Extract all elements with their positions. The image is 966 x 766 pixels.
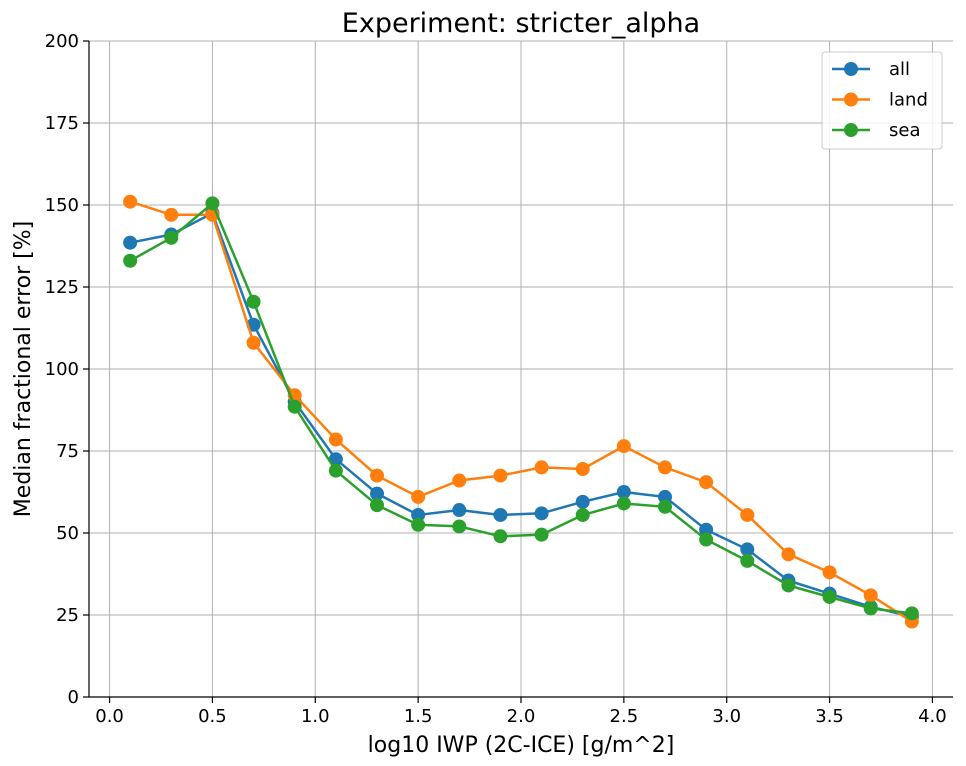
data-point-land xyxy=(246,335,261,350)
data-point-land xyxy=(370,468,384,483)
x-tick-label: 1.5 xyxy=(404,706,433,727)
x-tick-label: 0.5 xyxy=(198,706,227,727)
y-tick-label: 75 xyxy=(56,441,79,462)
data-point-all xyxy=(411,507,426,522)
data-point-sea xyxy=(452,519,467,534)
data-point-land xyxy=(781,547,796,562)
data-point-land xyxy=(616,439,631,454)
data-point-sea xyxy=(616,496,631,511)
series-sea xyxy=(123,196,919,621)
data-point-all xyxy=(575,494,590,509)
y-tick-label: 150 xyxy=(45,195,79,216)
data-point-all xyxy=(616,485,631,499)
y-tick-label: 25 xyxy=(56,605,79,626)
y-tick-label: 100 xyxy=(45,359,79,380)
legend: all land sea xyxy=(821,51,943,150)
data-point-sea xyxy=(287,399,302,414)
data-point-land xyxy=(493,468,508,483)
data-point-land xyxy=(328,432,343,447)
series-land xyxy=(123,194,919,629)
data-point-sea xyxy=(534,527,549,542)
y-tick-label: 0 xyxy=(68,687,79,708)
data-point-sea xyxy=(575,507,590,522)
data-point-sea xyxy=(328,463,343,478)
y-tick-label: 200 xyxy=(45,31,79,52)
series-layer xyxy=(123,194,919,629)
data-point-land xyxy=(822,565,837,580)
x-tick-label: 2.0 xyxy=(507,706,536,727)
data-point-land xyxy=(863,588,878,603)
legend-item-all: all xyxy=(832,59,910,80)
legend-item-land: land xyxy=(832,90,928,111)
data-point-all xyxy=(493,507,508,522)
data-point-all xyxy=(123,235,138,250)
data-point-sea xyxy=(863,601,878,616)
data-point-all xyxy=(370,486,384,501)
legend-swatch-marker xyxy=(844,92,858,107)
y-axis-label: Median fractional error [%] xyxy=(11,221,36,517)
data-point-sea xyxy=(370,498,384,513)
data-point-land xyxy=(575,462,590,477)
y-tick-label: 175 xyxy=(45,113,79,134)
x-tick-label: 2.5 xyxy=(610,706,639,727)
data-point-all xyxy=(658,489,672,504)
data-point-sea xyxy=(164,230,179,245)
data-point-all xyxy=(699,522,714,537)
y-tick-label: 125 xyxy=(45,277,79,298)
data-point-land xyxy=(534,460,549,475)
axes: 0.0 0.5 1.0 1.5 2.0 2.5 3.0 3.5 4.0 0 25 50 75 100 125… xyxy=(45,31,953,727)
legend-label: land xyxy=(889,90,928,111)
data-point-land xyxy=(740,507,755,522)
data-point-land xyxy=(164,207,179,222)
legend-label: sea xyxy=(889,120,920,141)
data-point-sea xyxy=(205,196,220,211)
data-point-all xyxy=(534,506,549,521)
legend-item-sea: sea xyxy=(832,120,920,141)
x-axis-label: log10 IWP (2C-ICE) [g/m^2] xyxy=(368,733,675,758)
data-point-sea xyxy=(699,532,714,547)
chart-title: Experiment: stricter_alpha xyxy=(342,8,700,39)
data-point-sea xyxy=(740,553,755,568)
data-point-sea xyxy=(904,606,919,621)
legend-label: all xyxy=(889,59,910,80)
grid xyxy=(89,40,953,698)
data-point-all xyxy=(328,452,343,467)
data-point-land xyxy=(452,473,467,488)
data-point-land xyxy=(411,489,426,504)
data-point-sea xyxy=(411,517,426,532)
x-tick-label: 1.0 xyxy=(301,706,330,727)
data-point-sea xyxy=(123,253,138,268)
series-line-sea xyxy=(129,201,913,615)
data-point-land xyxy=(123,194,138,209)
legend-swatch-marker xyxy=(844,62,858,76)
x-tick-label: 3.5 xyxy=(815,706,844,727)
series-line-all xyxy=(129,211,913,618)
y-tick-label: 50 xyxy=(56,523,79,544)
data-point-land xyxy=(658,460,672,475)
data-point-land xyxy=(699,475,714,490)
x-tick-label: 3.0 xyxy=(712,706,741,727)
data-point-sea xyxy=(822,589,837,604)
data-point-sea xyxy=(493,529,508,544)
legend-swatch-marker xyxy=(844,123,858,137)
x-tick-label: 4.0 xyxy=(918,706,947,727)
data-point-all xyxy=(452,503,467,518)
x-tick-label: 0.0 xyxy=(95,706,124,727)
data-point-sea xyxy=(658,499,672,514)
data-point-sea xyxy=(246,294,261,309)
data-point-sea xyxy=(781,578,796,593)
series-line-land xyxy=(129,200,913,623)
data-point-all xyxy=(740,542,755,557)
